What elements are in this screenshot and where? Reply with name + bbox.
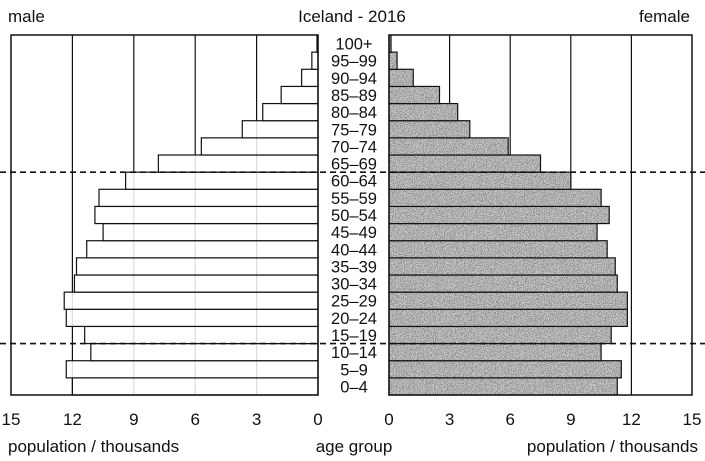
bar-female-texture	[389, 172, 571, 190]
x-tick-label: 3	[252, 410, 261, 429]
age-group-label: 25–29	[331, 293, 377, 311]
age-group-label: 65–69	[331, 156, 377, 174]
bar-female-texture	[389, 86, 440, 104]
age-group-label: 5–9	[340, 361, 368, 379]
bar-female-texture	[389, 69, 414, 87]
bar-male	[98, 188, 319, 208]
bar-male	[63, 291, 319, 310]
x-tick-label: 12	[622, 410, 641, 429]
age-group-label: 100+	[335, 36, 372, 54]
x-tick-label: 6	[505, 410, 514, 429]
bar-female-texture	[389, 292, 628, 310]
bar-female-texture	[389, 155, 541, 173]
left-plot-frame	[10, 34, 319, 396]
bar-male	[65, 308, 319, 328]
age-group-label: 15–19	[331, 327, 377, 345]
bar-female-texture	[389, 343, 602, 361]
bars	[63, 34, 628, 396]
bar-male	[65, 360, 319, 379]
center-x-axis-label: age group	[316, 437, 393, 456]
bar-male	[86, 240, 319, 259]
bar-female-texture	[389, 137, 509, 155]
age-group-label: 55–59	[331, 190, 377, 208]
left-x-axis-label: population / thousands	[8, 437, 179, 456]
age-group-label: 45–49	[331, 224, 377, 242]
bar-female-texture	[389, 103, 458, 121]
bar-female-texture	[389, 326, 612, 344]
left-panel-label: male	[8, 7, 45, 26]
age-group-labels: 0–45–910–1415–1920–2425–2930–3435–3940–4…	[331, 36, 377, 397]
age-group-label: 20–24	[331, 310, 377, 328]
bar-female-texture	[389, 120, 470, 138]
bar-male	[241, 120, 319, 139]
bar-male	[301, 68, 319, 88]
bar-male	[102, 222, 319, 242]
age-group-label: 70–74	[331, 138, 377, 156]
bar-female-texture	[389, 377, 618, 395]
bar-male	[200, 137, 319, 156]
x-tick-label: 9	[129, 410, 138, 429]
bar-male	[84, 325, 319, 345]
bar-male	[311, 51, 319, 70]
x-tick-label: 6	[190, 410, 199, 429]
bar-male	[71, 377, 319, 396]
x-tick-label: 0	[384, 410, 393, 429]
bar-female-texture	[389, 52, 398, 70]
age-group-label: 30–34	[331, 276, 377, 294]
age-group-label: 90–94	[331, 70, 377, 88]
bar-male	[157, 154, 319, 173]
x-tick-label: 15	[683, 410, 702, 429]
right-plot-frame	[388, 34, 693, 396]
bar-female-texture	[389, 206, 610, 224]
age-group-label: 35–39	[331, 258, 377, 276]
bar-female-texture	[389, 360, 622, 378]
bar-female-texture	[389, 257, 616, 275]
age-dividers	[0, 171, 705, 345]
bar-female-texture	[389, 223, 598, 241]
age-group-label: 40–44	[331, 241, 377, 259]
age-group-label: 85–89	[331, 87, 377, 105]
bar-male	[125, 171, 319, 190]
bar-male	[262, 102, 319, 122]
age-group-label: 0–4	[340, 378, 368, 396]
bar-female-texture	[389, 275, 618, 293]
bar-male	[75, 257, 319, 276]
x-tick-label: 12	[63, 410, 82, 429]
bar-male	[90, 342, 319, 362]
bar-female-texture	[389, 309, 628, 327]
chart-title: Iceland - 2016	[298, 7, 406, 26]
bar-male	[280, 85, 319, 105]
age-group-label: 75–79	[331, 121, 377, 139]
age-group-label: 60–64	[331, 173, 377, 191]
bar-male	[94, 205, 319, 225]
x-tick-label: 9	[566, 410, 575, 429]
x-tick-label: 15	[2, 410, 21, 429]
bar-female-texture	[389, 240, 608, 258]
x-tick-label: 3	[445, 410, 454, 429]
bar-male	[73, 274, 319, 293]
x-tick-labels: 15 12 9 6 3 0 0 3 6 9 12 15	[2, 410, 702, 429]
age-group-label: 10–14	[331, 344, 377, 362]
age-group-label: 80–84	[331, 104, 377, 122]
bar-female-texture	[389, 35, 392, 53]
right-panel-label: female	[639, 7, 690, 26]
age-group-label: 50–54	[331, 207, 377, 225]
right-x-axis-label: population / thousands	[527, 437, 698, 456]
bar-female-texture	[389, 189, 602, 207]
x-tick-label: 0	[313, 410, 322, 429]
age-group-label: 95–99	[331, 53, 377, 71]
